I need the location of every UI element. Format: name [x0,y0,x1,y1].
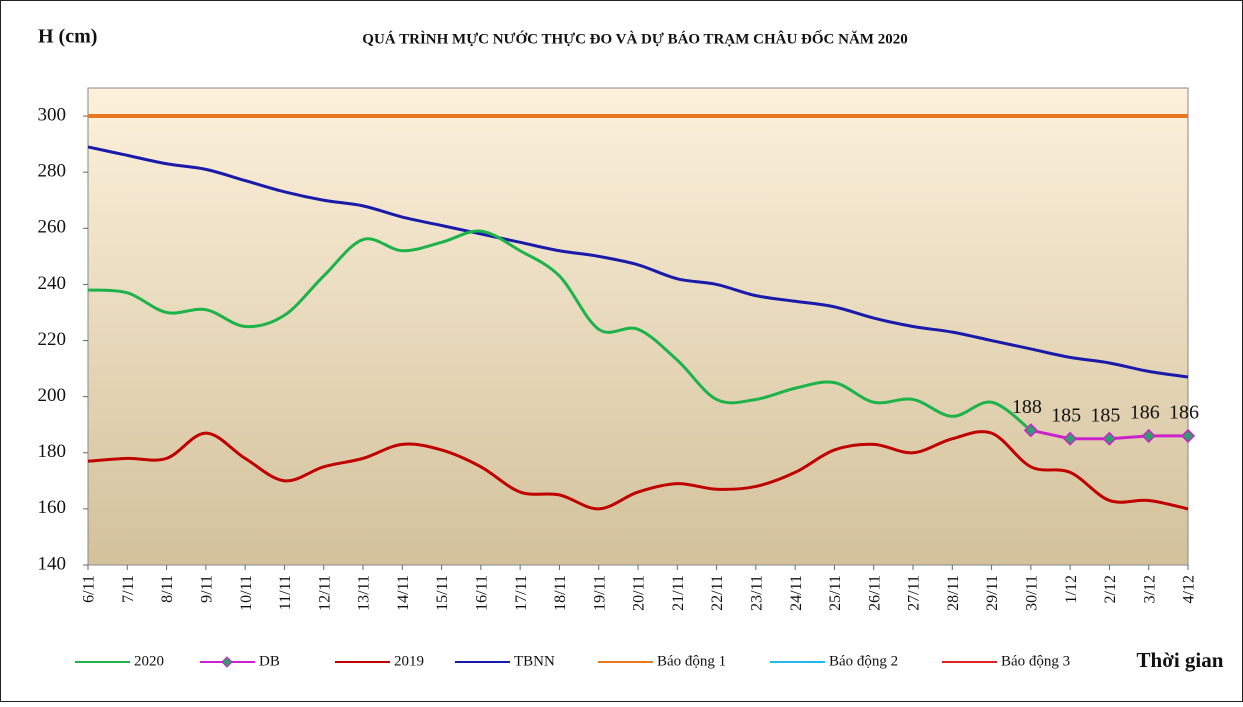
x-tick-label: 13/11 [356,575,373,611]
y-tick-label: 300 [38,104,67,125]
chart-title: QUÁ TRÌNH MỰC NƯỚC THỰC ĐO VÀ DỰ BÁO TRẠ… [362,29,907,47]
x-axis-label: Thời gian [1137,648,1224,672]
x-tick-label: 25/11 [827,575,844,611]
x-tick-label: 8/11 [159,575,176,603]
x-tick-label: 2/12 [1102,575,1119,603]
series-line [87,229,1032,432]
x-tick-label: 24/11 [788,575,805,611]
x-tick-label: 21/11 [670,575,687,611]
data-label: 186 [1130,402,1160,424]
x-tick-label: 16/11 [474,575,491,611]
y-tick-label: 140 [38,553,67,574]
x-tick-label: 6/11 [81,575,98,603]
x-tick-label: 20/11 [631,575,648,611]
marker [1063,431,1078,446]
y-tick-label: 180 [38,441,67,462]
marker [1180,428,1196,443]
x-tick-label: 12/11 [316,575,333,611]
legend-label: Báo động 2 [829,653,898,669]
y-tick-label: 220 [38,329,67,350]
x-tick-label: 19/11 [591,575,608,611]
series-line [87,430,1189,511]
data-label: 186 [1169,402,1199,424]
x-tick-label: 26/11 [866,575,883,611]
x-tick-label: 4/12 [1181,575,1198,603]
legend-label: 2019 [394,653,424,669]
legend-marker [221,656,233,668]
x-tick-label: 28/11 [945,575,962,611]
legend-label: 2020 [134,653,164,669]
data-label: 188 [1012,396,1042,418]
x-tick-label: 15/11 [434,575,451,611]
y-tick-label: 240 [38,273,67,294]
x-tick-label: 30/11 [1024,575,1041,611]
y-tick-label: 280 [38,161,67,182]
legend-label: Báo động 1 [657,653,726,669]
data-label: 185 [1051,404,1081,426]
legend-label: Báo động 3 [1001,653,1070,669]
marker [1102,431,1117,446]
x-tick-label: 14/11 [395,575,412,611]
x-tick-label: 1/12 [1063,575,1080,603]
marker [1141,428,1156,443]
marker [1023,423,1038,438]
data-label: 185 [1090,404,1120,426]
x-tick-label: 11/11 [277,575,294,610]
plot-area [87,87,1189,566]
x-tick-label: 18/11 [552,575,569,611]
x-tick-label: 23/11 [749,575,766,611]
legend-label: DB [259,653,280,669]
y-axis-label: H (cm) [38,26,97,48]
x-tick-label: 27/11 [906,575,923,611]
x-tick-label: 7/11 [120,575,137,603]
x-tick-label: 22/11 [709,575,726,611]
legend-label: TBNN [514,653,555,669]
x-tick-label: 9/11 [199,575,216,603]
x-tick-label: 10/11 [238,575,255,611]
x-tick-label: 3/12 [1141,575,1158,603]
x-tick-label: 29/11 [984,575,1001,611]
series-line [87,145,1189,379]
y-tick-label: 160 [38,497,67,518]
y-tick-label: 260 [38,217,67,238]
y-tick-label: 200 [38,385,67,406]
x-tick-label: 17/11 [513,575,530,611]
